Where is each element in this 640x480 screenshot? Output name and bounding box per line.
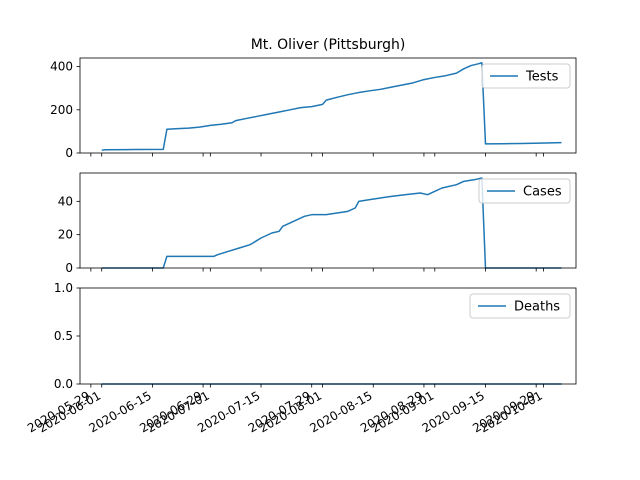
cases-series-line <box>101 177 562 269</box>
cases-ytick-label: 40 <box>58 194 73 208</box>
tests-series-line <box>101 62 562 151</box>
deaths-ytick-label: 0.5 <box>54 329 73 343</box>
cases-ytick-label: 20 <box>58 228 73 242</box>
tests-ytick-label: 200 <box>50 103 73 117</box>
tests-ytick-label: 400 <box>50 60 73 74</box>
deaths-legend-box <box>469 293 571 319</box>
cases-legend-box <box>478 178 571 204</box>
deaths-legend-label: Deaths <box>514 300 560 315</box>
tests-axes-frame <box>79 57 577 154</box>
chart-title: Mt. Oliver (Pittsburgh) <box>251 37 406 53</box>
deaths-ytick-label: 0.0 <box>54 377 73 391</box>
tests-legend-box <box>481 63 571 89</box>
cases-legend-label: Cases <box>523 185 562 200</box>
deaths-ytick-label: 1.0 <box>54 281 73 295</box>
cases-ytick-label: 0 <box>65 261 73 275</box>
tests-legend-label: Tests <box>525 70 559 85</box>
tests-ytick-label: 0 <box>65 146 73 160</box>
cases-axes-frame <box>79 172 577 269</box>
